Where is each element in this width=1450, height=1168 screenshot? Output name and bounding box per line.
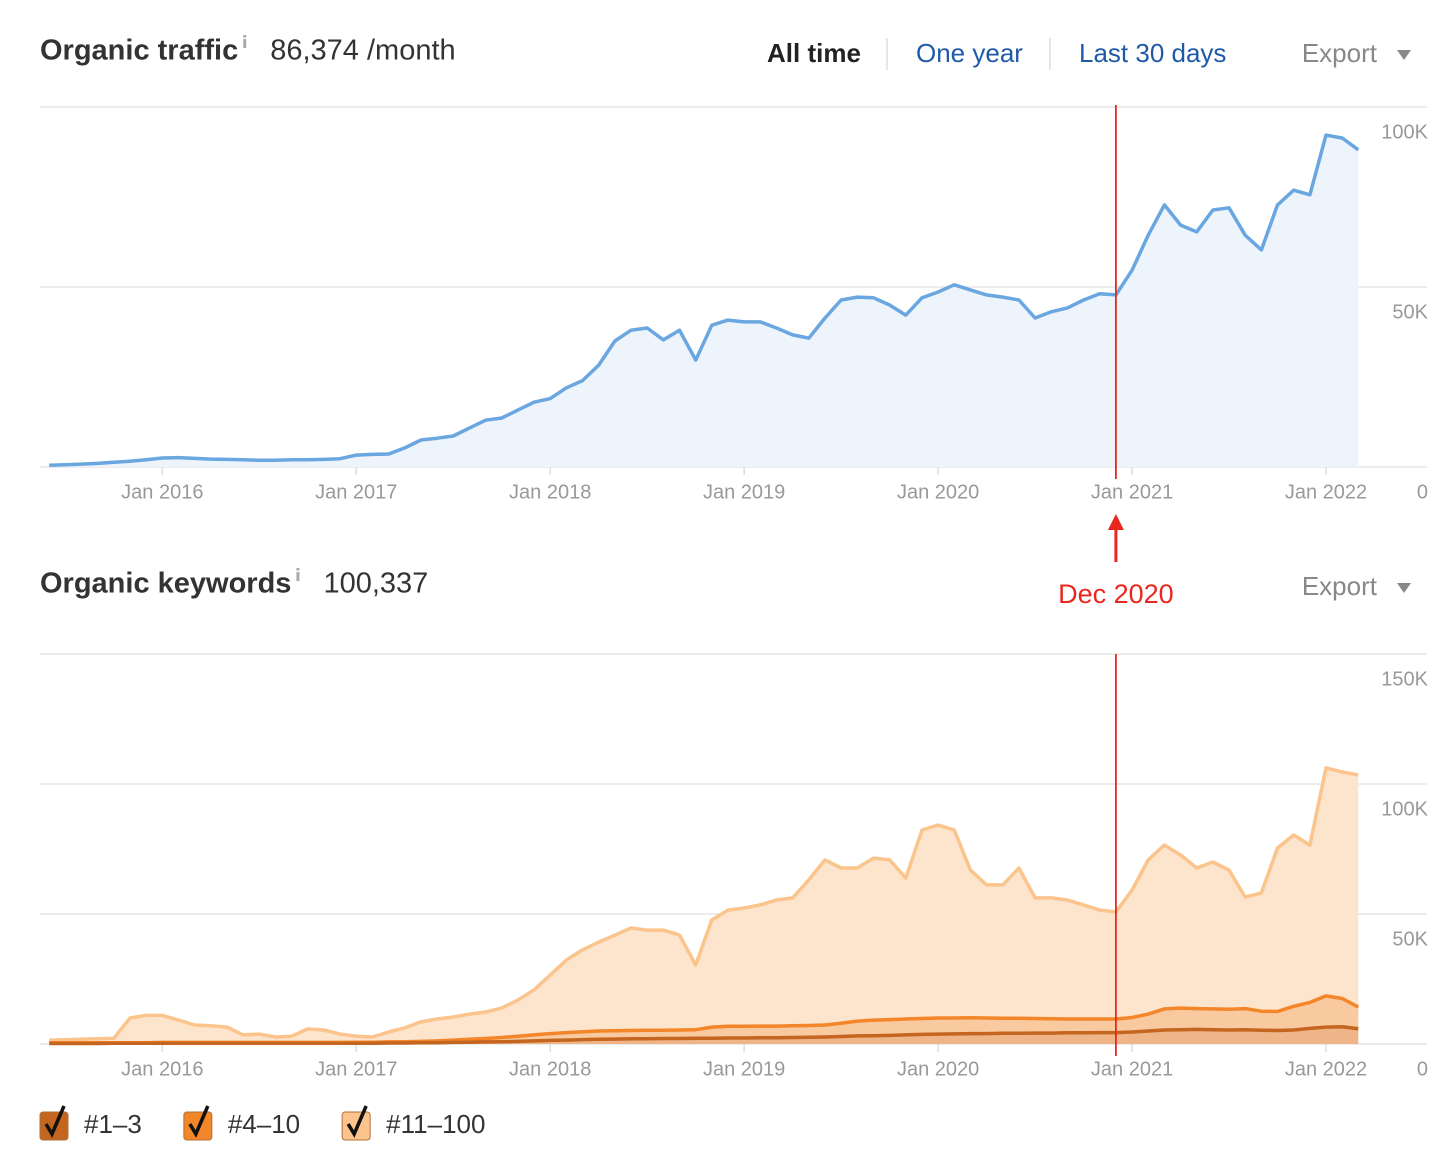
x-tick-label: Jan 2017 bbox=[315, 481, 397, 503]
info-icon bbox=[243, 35, 247, 38]
keyword-line bbox=[49, 1025, 1359, 1046]
legend-label[interactable]: #4–10 bbox=[228, 1109, 300, 1139]
area-fill bbox=[49, 135, 1359, 467]
x-tick-label: Jan 2017 bbox=[315, 1058, 397, 1080]
export-button[interactable]: Export bbox=[1302, 38, 1378, 68]
x-tick-label: Jan 2021 bbox=[1091, 481, 1173, 503]
section-title: Organic traffic bbox=[40, 35, 238, 67]
dropdown-caret[interactable] bbox=[1397, 583, 1411, 593]
x-tick-label: Jan 2021 bbox=[1091, 1058, 1173, 1080]
y-tick-label: 50K bbox=[1392, 928, 1428, 950]
info-icon bbox=[243, 39, 247, 48]
annotation-arrowhead bbox=[1107, 514, 1124, 530]
y-tick-label: 150K bbox=[1381, 668, 1428, 690]
export-button[interactable]: Export bbox=[1302, 571, 1378, 601]
legend-check[interactable] bbox=[188, 1105, 210, 1138]
y-tick-label: 0 bbox=[1417, 1058, 1428, 1080]
annotation-label: Dec 2020 bbox=[1058, 579, 1174, 609]
y-tick-label: 0 bbox=[1417, 481, 1428, 503]
time-range-tab[interactable]: Last 30 days bbox=[1079, 38, 1226, 68]
y-tick-label: 50K bbox=[1392, 301, 1428, 323]
section-title: Organic keywords bbox=[40, 568, 291, 600]
x-tick-label: Jan 2020 bbox=[897, 481, 979, 503]
time-range-tab[interactable]: One year bbox=[916, 38, 1023, 68]
legend-check[interactable] bbox=[346, 1105, 368, 1138]
traffic-line bbox=[49, 133, 1360, 467]
y-tick-label: 100K bbox=[1381, 798, 1428, 820]
dropdown-caret[interactable] bbox=[1397, 50, 1411, 60]
x-tick-label: Jan 2019 bbox=[703, 481, 785, 503]
legend-label[interactable]: #11–100 bbox=[386, 1109, 485, 1139]
x-tick-label: Jan 2018 bbox=[509, 1058, 591, 1080]
x-tick-label: Jan 2018 bbox=[509, 481, 591, 503]
section-value: 100,337 bbox=[323, 568, 428, 600]
keyword-line bbox=[49, 766, 1359, 1042]
section-value: 86,374 /month bbox=[270, 35, 455, 67]
area-fill bbox=[49, 1026, 1359, 1044]
legend-check[interactable] bbox=[44, 1105, 66, 1138]
time-range-tab[interactable]: All time bbox=[767, 38, 861, 68]
x-tick-label: Jan 2016 bbox=[121, 481, 203, 503]
y-tick-label: 100K bbox=[1381, 121, 1428, 143]
x-tick-label: Jan 2016 bbox=[121, 1058, 203, 1080]
area-fill bbox=[49, 767, 1359, 1043]
info-icon bbox=[296, 572, 300, 581]
x-tick-label: Jan 2022 bbox=[1285, 1058, 1367, 1080]
legend-label[interactable]: #1–3 bbox=[84, 1109, 142, 1139]
x-tick-label: Jan 2022 bbox=[1285, 481, 1367, 503]
x-tick-label: Jan 2019 bbox=[703, 1058, 785, 1080]
info-icon bbox=[296, 568, 300, 571]
x-tick-label: Jan 2020 bbox=[897, 1058, 979, 1080]
